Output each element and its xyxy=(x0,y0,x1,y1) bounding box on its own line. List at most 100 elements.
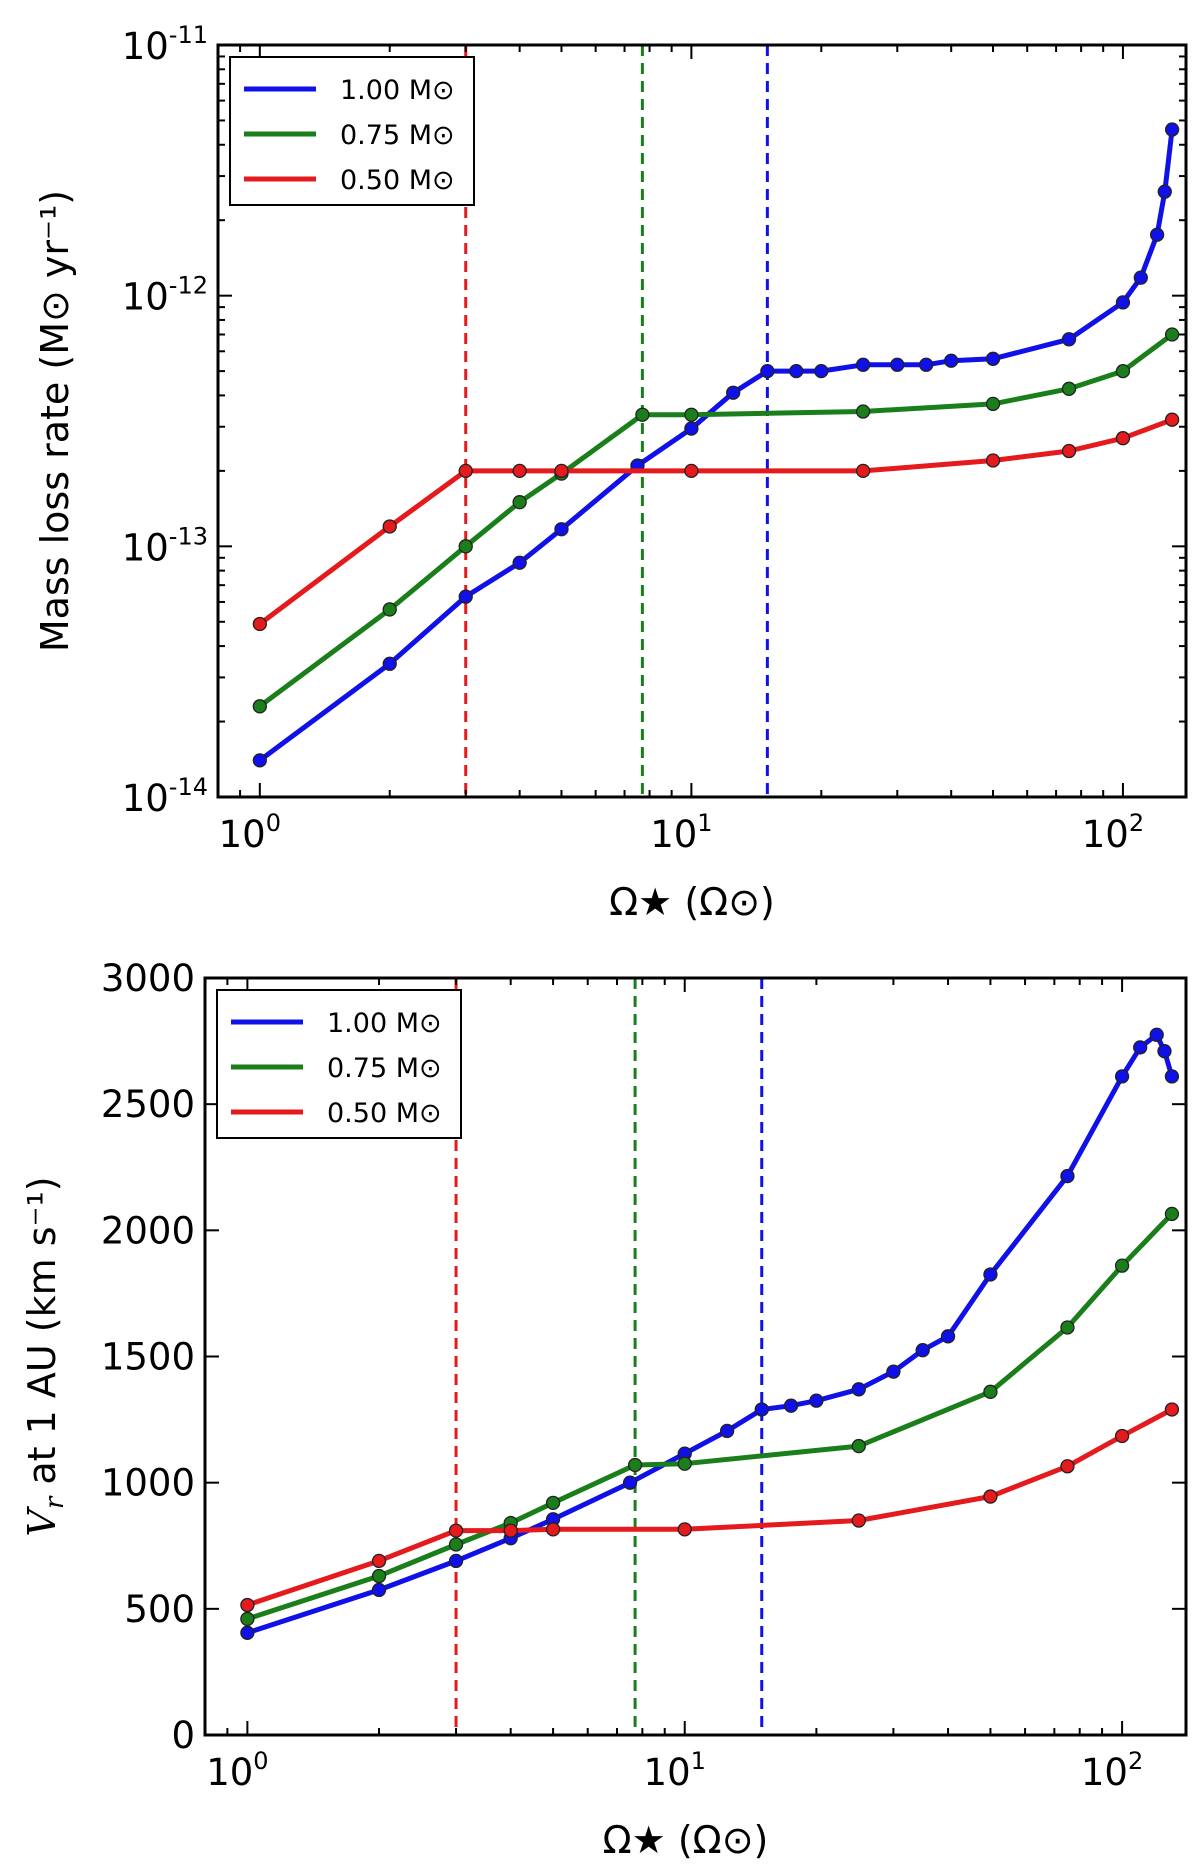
tick-base: 10 xyxy=(122,276,169,319)
data-point xyxy=(851,1513,866,1528)
data-point xyxy=(1133,1040,1148,1055)
data-point xyxy=(458,539,473,554)
y-label-text: at 1 AU (km s⁻¹) xyxy=(20,1176,64,1496)
data-point xyxy=(783,1398,799,1413)
data-point xyxy=(371,1568,387,1584)
data-point xyxy=(1115,363,1131,379)
data-point xyxy=(983,1489,998,1504)
tick-base: 10 xyxy=(206,1751,253,1794)
tick-base: 10 xyxy=(1081,1751,1128,1794)
data-point xyxy=(240,1611,255,1627)
data-point xyxy=(985,453,1001,468)
y-tick-label: 10-11 xyxy=(122,21,208,68)
data-point xyxy=(622,1475,638,1490)
data-point xyxy=(684,463,699,479)
legend-label: 0.75 M⊙ xyxy=(340,120,455,151)
y-tick-label: 1000 xyxy=(101,1462,195,1505)
data-point xyxy=(448,1523,464,1538)
x-tick-label: 100 xyxy=(206,1747,268,1794)
y-tick-label: 3000 xyxy=(101,957,195,1000)
x-axis-label: Ω★ (Ω⊙) xyxy=(609,880,775,924)
x-tick-label: 102 xyxy=(1082,809,1144,856)
data-point xyxy=(1061,332,1077,347)
data-point xyxy=(1061,381,1077,396)
data-point xyxy=(890,357,905,372)
data-point xyxy=(252,616,267,632)
data-point xyxy=(240,1597,255,1613)
tick-exponent: 2 xyxy=(1128,1747,1143,1775)
data-point xyxy=(677,1456,692,1471)
data-point xyxy=(1114,1258,1130,1273)
series-line-2 xyxy=(258,332,1174,709)
data-point xyxy=(789,363,804,379)
data-point xyxy=(458,589,473,604)
legend-label: 0.75 M⊙ xyxy=(327,1053,442,1084)
series-line-2 xyxy=(246,1212,1174,1622)
legend-label: 0.50 M⊙ xyxy=(327,1098,442,1129)
data-point xyxy=(915,1343,930,1358)
data-point xyxy=(855,404,871,419)
data-point xyxy=(1060,1168,1075,1184)
tick-exponent: 2 xyxy=(1129,809,1144,837)
data-point xyxy=(944,353,959,368)
data-point xyxy=(985,351,1001,366)
tick-base: 10 xyxy=(122,526,169,569)
x-tick-label: 101 xyxy=(650,809,712,856)
data-point xyxy=(760,363,775,379)
tick-exponent: -12 xyxy=(169,272,208,300)
data-point xyxy=(719,1423,735,1439)
data-point xyxy=(252,753,267,768)
data-point xyxy=(371,1553,387,1569)
data-point xyxy=(855,357,871,372)
data-point xyxy=(684,421,699,436)
data-point xyxy=(677,1522,692,1537)
data-point xyxy=(940,1329,956,1344)
y-axis-label: Mass loss rate (M⊙ yr⁻¹) xyxy=(33,190,77,652)
tick-base: 10 xyxy=(122,25,169,68)
y-label-subscript: r xyxy=(40,1495,70,1509)
data-point xyxy=(684,407,699,422)
data-point xyxy=(886,1364,901,1379)
data-point xyxy=(240,1625,255,1640)
data-point xyxy=(983,1384,998,1399)
x-tick-label: 101 xyxy=(644,1747,706,1794)
tick-base: 10 xyxy=(644,1751,691,1794)
tick-base: 10 xyxy=(650,813,697,856)
data-point xyxy=(1164,412,1180,427)
data-point xyxy=(635,407,650,422)
data-point xyxy=(627,1457,643,1473)
x-tick-label: 100 xyxy=(219,809,281,856)
data-point xyxy=(1164,122,1180,137)
data-point xyxy=(1157,184,1172,199)
tick-exponent: 0 xyxy=(266,809,281,837)
y-tick-label: 1500 xyxy=(101,1336,195,1379)
y-tick-label: 10-13 xyxy=(122,522,208,569)
legend-label: 0.50 M⊙ xyxy=(340,165,455,196)
y-axis-label: Vr at 1 AU (km s⁻¹) xyxy=(20,1176,70,1536)
data-point xyxy=(985,396,1001,412)
tick-exponent: -11 xyxy=(169,21,208,49)
data-point xyxy=(382,602,397,617)
data-point xyxy=(983,1267,998,1282)
data-point xyxy=(1149,1027,1164,1042)
legend: 1.00 M⊙ 0.75 M⊙ 0.50 M⊙ xyxy=(216,989,462,1139)
data-point xyxy=(1060,1459,1075,1474)
legend-label: 1.00 M⊙ xyxy=(340,75,455,106)
tick-base: 10 xyxy=(122,777,169,820)
data-point xyxy=(851,1382,866,1397)
data-point xyxy=(1157,1044,1172,1059)
data-point xyxy=(814,363,829,379)
data-point xyxy=(1061,443,1077,459)
series-line-1 xyxy=(258,129,1175,763)
data-point xyxy=(809,1393,824,1408)
y-tick-label: 0 xyxy=(171,1714,195,1757)
y-label-variable: V xyxy=(20,1506,64,1537)
data-point xyxy=(855,463,871,479)
legend: 1.00 M⊙ 0.75 M⊙ 0.50 M⊙ xyxy=(229,56,475,206)
data-point xyxy=(1164,1206,1180,1222)
y-tick-label: 2000 xyxy=(101,1209,195,1252)
data-point xyxy=(512,495,527,510)
data-point xyxy=(919,357,934,372)
